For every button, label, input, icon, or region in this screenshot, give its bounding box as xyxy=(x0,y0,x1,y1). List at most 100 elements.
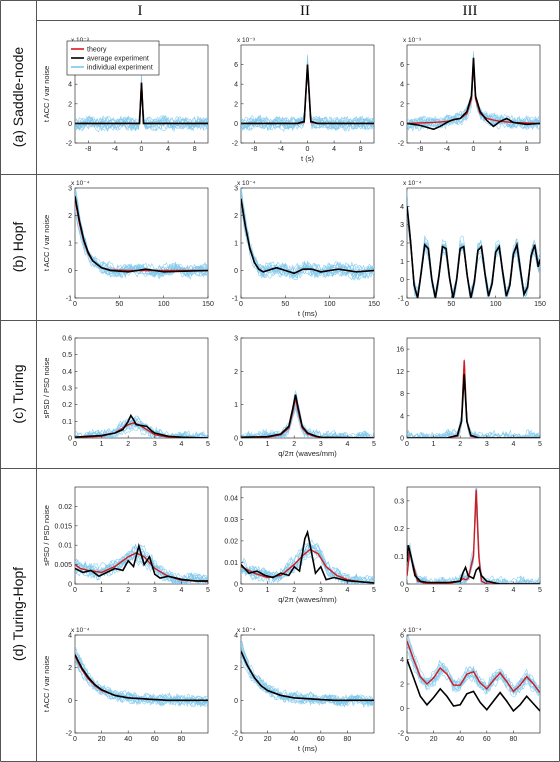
x-tick-label: 4 xyxy=(179,587,183,594)
average-experiment-line xyxy=(407,545,540,584)
axis-multiplier: x 10⁻³ xyxy=(71,37,90,44)
y-tick-label: 1 xyxy=(234,402,238,409)
y-tick-label: 0.04 xyxy=(224,495,238,502)
y-tick-label: 3 xyxy=(234,336,238,343)
y-tick-label: 0 xyxy=(234,268,238,275)
x-tick-label: 2 xyxy=(126,587,130,594)
individual-experiment-line xyxy=(78,419,208,438)
row-label-turing: (c) Turing xyxy=(10,364,26,423)
y-tick-label: 0 xyxy=(68,121,72,128)
y-tick-label: 1 xyxy=(400,259,404,266)
y-tick-label: 2 xyxy=(234,101,238,108)
x-tick-label: 80 xyxy=(344,736,352,743)
legend-label-theory: theory xyxy=(87,47,107,54)
column-header-1: I xyxy=(138,3,143,19)
plot-c1: 0 1 2 3 4 5 0 0.1 0.2 0.3 0.4 0.5 0.6 sPSD / PSD nois… xyxy=(42,336,210,449)
x-tick-label: -8 xyxy=(251,146,257,153)
column-header-3: III xyxy=(463,3,478,19)
x-tick-label: 0 xyxy=(239,736,243,743)
y-tick-label: 0 xyxy=(68,436,72,443)
x-tick-label: 150 xyxy=(534,301,546,308)
individual-experiment-line xyxy=(75,553,208,584)
plot-frame xyxy=(406,486,541,585)
y-axis-label: sPSD / PSD noise xyxy=(42,505,51,566)
x-tick-label: 60 xyxy=(151,736,159,743)
x-axis-label: t (s) xyxy=(301,154,314,163)
y-tick-label: 3 xyxy=(400,222,404,229)
x-tick-label: 4 xyxy=(498,146,502,153)
individual-experiment-line xyxy=(241,642,374,707)
individual-experiment-line xyxy=(407,366,540,438)
axis-multiplier: x 10⁻⁴ xyxy=(71,180,90,187)
x-tick-label: 5 xyxy=(372,441,376,448)
x-tick-label: 20 xyxy=(264,736,272,743)
individual-experiment-line xyxy=(75,648,208,707)
average-experiment-line xyxy=(75,413,208,438)
x-tick-label: 40 xyxy=(124,736,132,743)
y-tick-label: 12 xyxy=(396,369,404,376)
x-tick-label: 3 xyxy=(319,587,323,594)
x-tick-label: 8 xyxy=(359,146,363,153)
y-tick-label: 2 xyxy=(400,682,404,689)
x-tick-label: 20 xyxy=(430,736,438,743)
axis-multiplier: x 10⁻⁴ xyxy=(237,627,256,634)
x-tick-label: 5 xyxy=(206,441,210,448)
x-tick-label: 4 xyxy=(166,146,170,153)
y-tick-label: 0.015 xyxy=(54,523,72,530)
x-tick-label: 150 xyxy=(368,301,380,308)
individual-experiment-line xyxy=(241,399,373,438)
y-tick-label: 0.3 xyxy=(62,386,72,393)
average-experiment-line xyxy=(407,374,540,438)
y-tick-label: 0 xyxy=(400,582,404,589)
row-label-saddle-node: (a) Saddle-node xyxy=(10,47,26,148)
y-tick-label: 2 xyxy=(234,665,238,672)
x-tick-label: 80 xyxy=(178,736,186,743)
x-axis-label: t (ms) xyxy=(298,744,318,753)
y-tick-label: 4 xyxy=(400,657,404,664)
axis-multiplier: x 10⁻⁴ xyxy=(403,180,422,187)
y-tick-label: 0.02 xyxy=(224,538,238,545)
x-tick-label: 2 xyxy=(458,587,462,594)
x-tick-label: 3 xyxy=(485,441,489,448)
individual-experiment-line xyxy=(415,368,535,438)
x-tick-label: 3 xyxy=(153,441,157,448)
y-tick-label: 0.03 xyxy=(224,517,238,524)
x-tick-label: 0 xyxy=(73,441,77,448)
individual-experiment-line xyxy=(241,639,374,707)
x-tick-label: 1 xyxy=(432,587,436,594)
individual-experiment-line xyxy=(241,402,373,438)
y-tick-label: 0 xyxy=(68,582,72,589)
y-tick-label: 4 xyxy=(68,633,72,640)
individual-experiment-line xyxy=(407,360,540,438)
x-tick-label: 2 xyxy=(126,441,130,448)
plot-d2: 0 1 2 3 4 5 0 0.01 0.02 0.03 0.04 q/2π (waves/mm) xyxy=(224,486,376,604)
y-tick-label: -2 xyxy=(398,141,404,148)
plot-frame xyxy=(406,337,541,439)
plot-frame xyxy=(240,634,375,734)
average-experiment-line xyxy=(75,654,208,702)
individual-experiment-line xyxy=(241,54,374,131)
theory-line xyxy=(241,548,374,584)
individual-experiment-line xyxy=(75,415,204,438)
x-tick-label: 50 xyxy=(447,301,455,308)
plot-frame xyxy=(74,486,209,585)
x-tick-label: 0 xyxy=(405,587,409,594)
y-tick-label: 1 xyxy=(234,241,238,248)
x-tick-label: 1 xyxy=(266,441,270,448)
y-tick-label: 2 xyxy=(234,369,238,376)
individual-experiment-line xyxy=(75,655,208,707)
plot-a3: -8 -4 0 4 8 -2 0 2 4 6 x 10⁻³ xyxy=(398,37,541,153)
individual-experiment-line xyxy=(75,201,208,276)
x-tick-label: 5 xyxy=(538,587,542,594)
x-tick-label: 4 xyxy=(179,441,183,448)
x-tick-label: 60 xyxy=(483,736,491,743)
x-tick-label: 40 xyxy=(456,736,464,743)
y-tick-label: 2 xyxy=(68,665,72,672)
individual-experiment-line xyxy=(75,81,208,132)
axis-multiplier: x 10⁻⁴ xyxy=(237,180,256,187)
y-tick-label: -1 xyxy=(232,296,238,303)
